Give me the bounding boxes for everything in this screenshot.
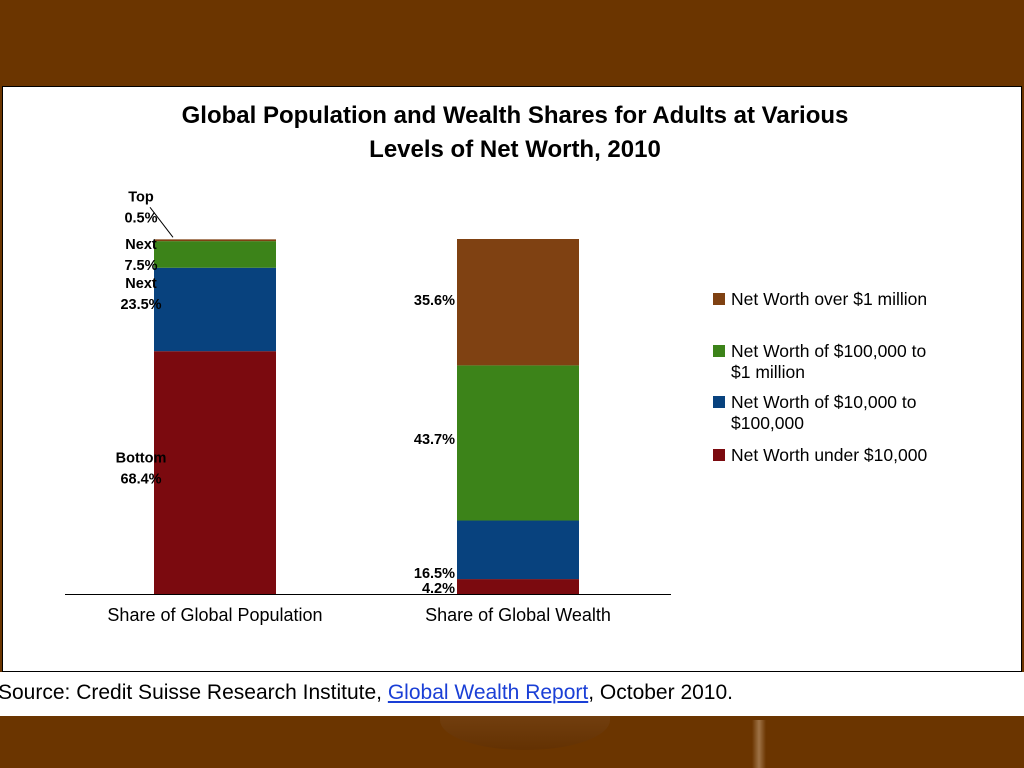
- chart-panel: Global Population and Wealth Shares for …: [2, 86, 1022, 672]
- top-segment-leader-line: [149, 207, 174, 238]
- population-label-1-line-2: 23.5%: [120, 297, 161, 313]
- stacked-bar-chart: Global Population and Wealth Shares for …: [65, 102, 927, 625]
- chart-title-line-2: Levels of Net Worth, 2010: [369, 136, 661, 163]
- bar-segment-wealth-0: [457, 579, 579, 594]
- legend-label-0-line-1: Net Worth under $10,000: [731, 445, 927, 465]
- population-label-2-line-2: 7.5%: [124, 258, 157, 274]
- population-label-3-line-2: 0.5%: [124, 210, 157, 226]
- legend-swatch-2: [713, 345, 725, 357]
- population-label-0-line-1: Bottom: [116, 451, 167, 467]
- wealth-label-0: 4.2%: [422, 581, 455, 597]
- source-bar: Source: Credit Suisse Research Institute…: [0, 672, 1024, 716]
- legend-label-1-line-1: Net Worth of $10,000 to: [731, 392, 917, 412]
- population-label-2-line-1: Next: [125, 237, 157, 253]
- bar-segment-population-1: [154, 267, 276, 352]
- category-label-2: Share of Global Wealth: [425, 605, 611, 625]
- source-prefix: Source: Credit Suisse Research Institute…: [0, 681, 388, 704]
- legend-label-3-line-1: Net Worth over $1 million: [731, 289, 927, 309]
- legend-label-2-line-2: $1 million: [731, 362, 805, 382]
- global-wealth-report-link[interactable]: Global Wealth Report: [387, 681, 589, 704]
- population-label-0-line-2: 68.4%: [120, 472, 161, 488]
- legend-label-1-line-2: $100,000: [731, 413, 804, 433]
- chart-title-line-1: Global Population and Wealth Shares for …: [182, 102, 849, 129]
- decorative-glint: [752, 720, 766, 768]
- legend-swatch-0: [713, 449, 725, 461]
- top-background-band: [0, 0, 1024, 85]
- legend-label-2-line-1: Net Worth of $100,000 to: [731, 341, 926, 361]
- bar-segment-wealth-1: [457, 520, 579, 580]
- bar-segment-wealth-2: [457, 365, 579, 521]
- wealth-label-2: 43.7%: [414, 432, 455, 448]
- legend-swatch-1: [713, 396, 725, 408]
- bar-segment-population-3: [154, 239, 276, 242]
- bar-segment-population-2: [154, 241, 276, 268]
- bar-segment-wealth-3: [457, 239, 579, 366]
- source-suffix: , October 2010.: [588, 681, 733, 704]
- wealth-label-1: 16.5%: [414, 566, 455, 582]
- bar-segment-population-0: [154, 351, 276, 594]
- population-label-1-line-1: Next: [125, 276, 157, 292]
- population-label-3-line-1: Top: [128, 189, 154, 205]
- bottom-background-band: [0, 716, 1024, 768]
- wealth-label-3: 35.6%: [414, 293, 455, 309]
- legend-swatch-3: [713, 293, 725, 305]
- category-label-1: Share of Global Population: [107, 605, 322, 625]
- source-citation: Source: Credit Suisse Research Institute…: [0, 681, 733, 705]
